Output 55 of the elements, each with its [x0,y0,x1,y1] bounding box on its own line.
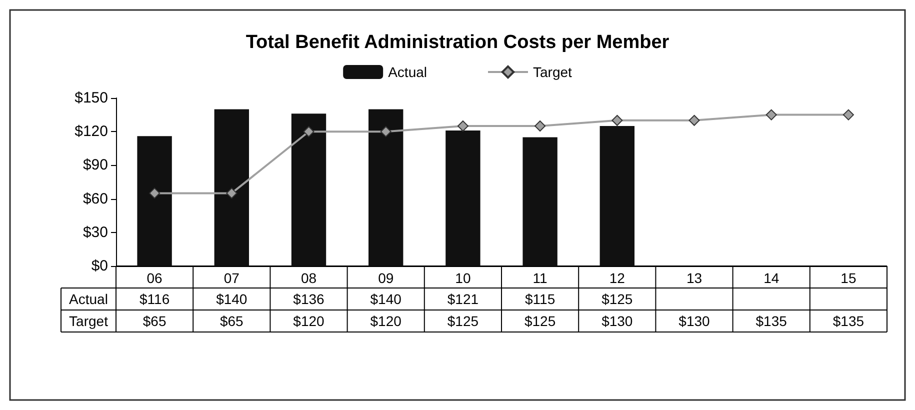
point [688,114,700,126]
data-label: $140 [216,291,248,307]
data-label: $130 [678,313,710,329]
data-label: $116 [139,291,170,307]
point [457,120,468,132]
data-label: $115 [524,291,556,307]
point [534,120,546,132]
x-tick-label: 10 [455,270,471,286]
x-tick-label: 11 [532,270,548,286]
x-tick-label: 15 [840,270,856,286]
legend-label: Target [533,64,572,80]
x-tick-label: 09 [378,270,394,286]
point [380,126,392,138]
bar [291,114,326,266]
y-tick-label: $120 [74,123,108,140]
x-tick-label: 13 [686,270,702,286]
data-label: $125 [524,313,556,329]
data-label: $120 [370,313,402,329]
bar [214,109,249,266]
point [226,188,238,199]
point [303,126,314,138]
data-label: $125 [447,313,479,329]
x-tick-label: 07 [224,270,240,286]
data-label: $136 [293,291,325,307]
text: Actual [69,291,108,307]
text: Target [69,313,108,329]
bar [522,137,558,266]
data-label: $135 [832,313,864,329]
data-label: $121 [447,291,479,307]
bar [600,126,634,266]
y-tick-label: $30 [82,224,108,241]
legend-label: Actual [388,64,428,80]
data-label: $120 [293,313,325,329]
data-label: $65 [142,313,166,329]
point [149,188,160,199]
data-label: $140 [370,291,402,307]
x-tick-label: 08 [300,270,317,286]
data-label: $125 [602,291,633,307]
bar [137,136,172,266]
x-tick-label: 12 [609,270,626,286]
y-tick-label: $60 [82,190,108,208]
y-tick-label: $90 [82,156,108,174]
data-label: $135 [756,313,788,329]
data-label: $130 [602,313,633,329]
bar [446,130,480,266]
data-label: $65 [220,313,244,329]
point [766,109,777,120]
y-tick-label: $150 [74,90,108,106]
x-tick-label: 06 [146,270,163,286]
bar [368,109,404,266]
y-tick-label: $0 [91,258,108,274]
chart-title: Total Benefit Administration Costs per Member [246,32,670,53]
point [612,114,623,126]
x-tick-label: 14 [764,270,780,286]
point [842,109,854,120]
